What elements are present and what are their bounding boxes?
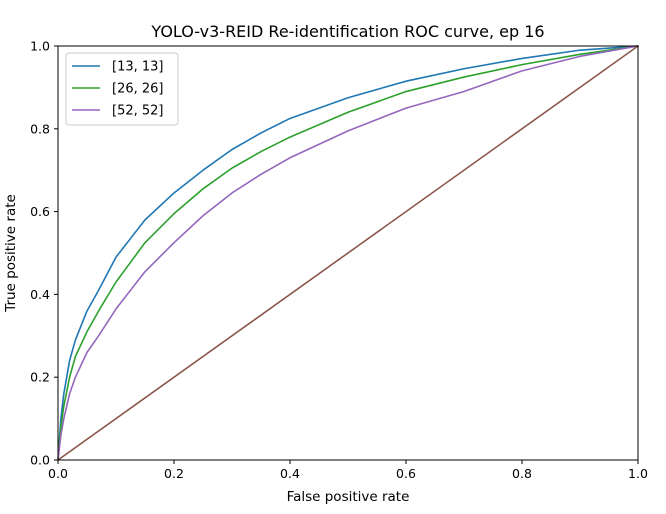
y-tick-label: 0.6: [30, 204, 50, 219]
y-axis-label: True positive rate: [3, 194, 19, 313]
y-tick-label: 0.8: [30, 121, 50, 136]
x-tick-label: 0.2: [164, 466, 184, 481]
x-tick-label: 0.0: [48, 466, 68, 481]
series-line-1: [57, 45, 639, 461]
x-axis-label: False positive rate: [287, 489, 410, 505]
legend: [13, 13] [26, 26] [52, 52]: [65, 52, 179, 126]
x-tick-label: 0.4: [280, 466, 300, 481]
legend-label: [52, 52]: [112, 104, 164, 119]
legend-box: [65, 52, 179, 126]
y-tick-label: 0.0: [30, 453, 50, 468]
y-tick-label: 1.0: [30, 39, 50, 54]
series-line-4: [57, 45, 639, 461]
x-tick-label: 1.0: [628, 466, 648, 481]
axes-frame: [57, 45, 639, 461]
series-line-3: [57, 45, 639, 461]
plot-area: [57, 45, 639, 461]
x-tick-label: 0.8: [512, 466, 532, 481]
x-tick-label: 0.6: [396, 466, 416, 481]
legend-label: [13, 13]: [112, 60, 164, 75]
chart-title: YOLO-v3-REID Re-identification ROC curve…: [150, 22, 544, 41]
y-tick-label: 0.4: [30, 287, 50, 302]
series-line-2: [57, 45, 639, 461]
axis-ticks: 0.0 0.2 0.4 0.6 0.8 1.0 0.0 0.2 0.4 0.6 0.8 1.0: [30, 39, 648, 482]
y-tick-label: 0.2: [30, 370, 50, 385]
legend-label: [26, 26]: [112, 82, 164, 97]
